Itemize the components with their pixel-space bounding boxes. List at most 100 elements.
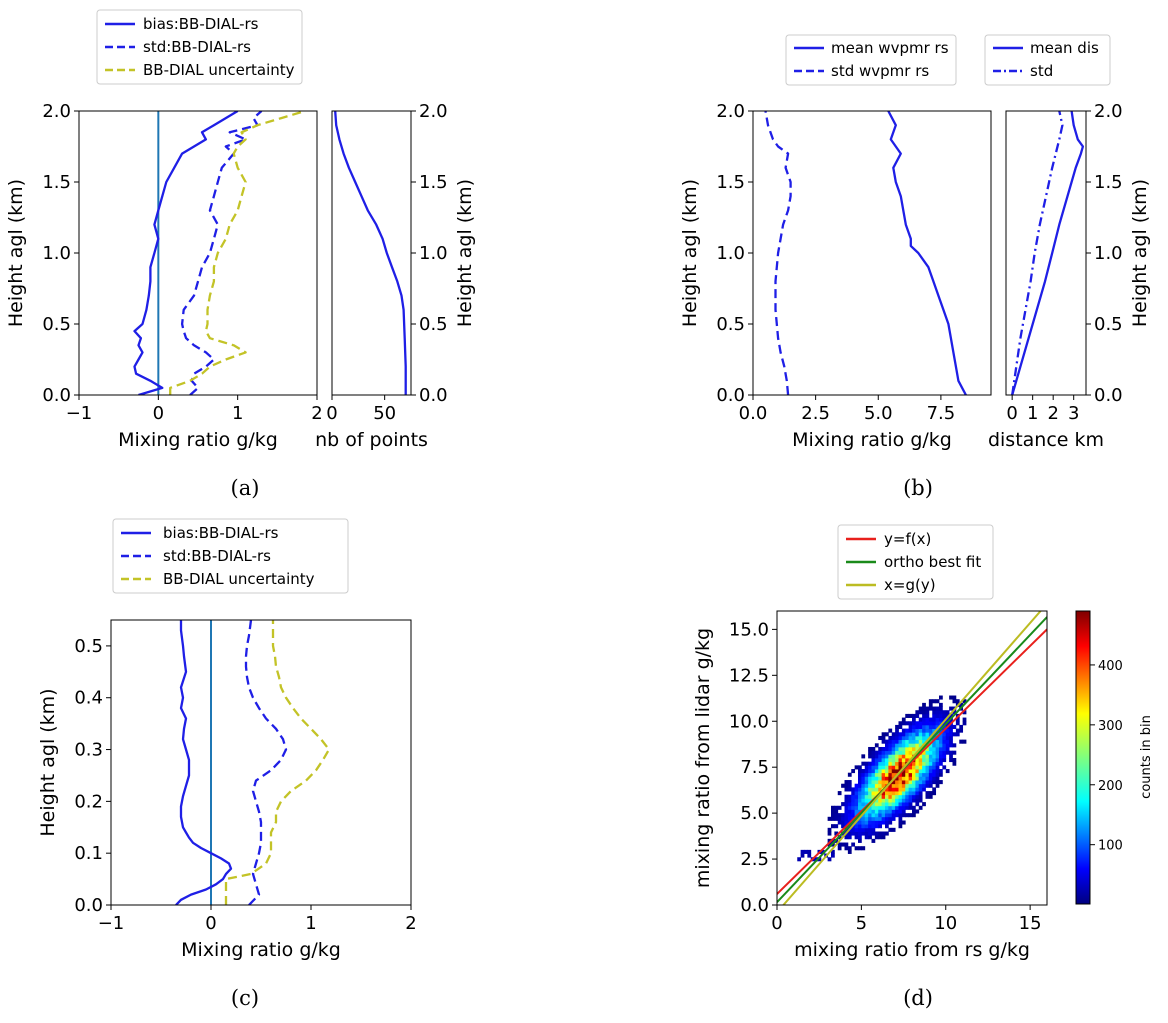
heatmap-cell <box>888 739 893 744</box>
heatmap-cell <box>858 765 862 770</box>
heatmap-cell <box>901 746 906 752</box>
heatmap-cell <box>871 746 876 752</box>
heatmap-cell <box>868 794 872 799</box>
heatmap-cell <box>891 739 896 744</box>
heatmap-cell <box>912 813 916 818</box>
heatmap-cell <box>918 743 923 748</box>
heatmap-cell <box>915 728 920 733</box>
heatmap-cell <box>851 798 856 803</box>
heatmap-cell <box>874 754 879 759</box>
heatmap-cell <box>885 824 889 829</box>
heatmap-cell <box>922 772 926 777</box>
heatmap-cell <box>908 754 913 759</box>
heatmap-cell <box>908 743 913 748</box>
heatmap-cell <box>905 769 910 774</box>
chart-a-count: 0 50 0.0 0.5 1.0 1.5 2.0 nb of points Height agl… <box>315 101 476 451</box>
heatmap-cell <box>922 754 926 759</box>
heatmap-cell <box>945 746 950 752</box>
y-tick-label: 1.0 <box>716 243 745 264</box>
heatmap-cell <box>871 805 876 810</box>
heatmap-cell <box>874 813 879 818</box>
heatmap-cell <box>895 805 899 810</box>
heatmap-cell <box>841 842 845 847</box>
heatmap-cell <box>847 835 852 840</box>
heatmap-cell <box>912 735 916 741</box>
heatmap-cell <box>949 724 953 729</box>
y-tick-label: 1.5 <box>1094 172 1123 193</box>
x-tick-label: 2 <box>1047 403 1058 424</box>
heatmap-cell <box>912 743 916 748</box>
heatmap-cell <box>918 794 923 799</box>
heatmap-cell <box>939 702 943 707</box>
heatmap-cell <box>868 824 872 829</box>
heatmap-cell <box>932 761 937 766</box>
heatmap-cell <box>868 827 872 832</box>
heatmap-cell <box>841 816 845 821</box>
heatmap-cell <box>858 776 862 781</box>
heatmap-cell <box>928 783 933 788</box>
heatmap-cell <box>861 846 866 851</box>
heatmap-cell <box>945 728 950 733</box>
x-tick-label: 1 <box>1027 403 1038 424</box>
y-tick-label: 5.0 <box>740 803 769 824</box>
heatmap-cell <box>885 754 889 759</box>
heatmap-cell <box>935 765 940 770</box>
heatmap-cell <box>922 780 926 785</box>
heatmap-cell <box>891 794 896 799</box>
chart-b-main: 0.0 2.5 5.0 7.5 0.0 0.5 1.0 1.5 2.0 Mixing ratio … <box>679 101 992 451</box>
legend-b-meandis-label: mean dis <box>1030 39 1099 57</box>
heatmap-cell <box>864 761 869 766</box>
heatmap-cell <box>891 769 896 774</box>
heatmap-cell <box>895 754 899 759</box>
heatmap-cell <box>888 761 893 766</box>
heatmap-cell <box>908 769 913 774</box>
chart-c-main: −1 0 1 2 0.0 0.1 0.2 0.3 0.4 0.5 Mixing ratio g/kg… <box>37 619 417 961</box>
heatmap-cell <box>864 802 869 807</box>
heatmap-cell <box>881 739 886 744</box>
heatmap-cell <box>827 857 832 862</box>
heatmap-cell <box>915 743 920 748</box>
heatmap-cell <box>942 721 947 726</box>
heatmap-cell <box>847 816 852 821</box>
heatmap-cell <box>935 706 940 711</box>
heatmap-cell <box>868 761 872 766</box>
heatmap-cell <box>864 769 869 774</box>
heatmap-cell <box>895 769 899 774</box>
heatmap-cell <box>922 702 926 707</box>
heatmap-cell <box>861 780 866 785</box>
axes-frame <box>78 110 318 396</box>
heatmap-cell <box>891 827 896 832</box>
x-tick-label: 0.0 <box>739 403 768 424</box>
heatmap-cell <box>932 713 937 718</box>
heatmap-cell <box>901 783 906 788</box>
x-tick-label: 0 <box>771 913 782 934</box>
heatmap-cell <box>871 772 876 777</box>
heatmap-cell <box>888 798 893 803</box>
heatmap-cell <box>868 783 872 788</box>
colorbar-tick-label: 400 <box>1098 659 1123 674</box>
heatmap-cell <box>908 732 913 737</box>
legend-c-std-label: std:BB-DIAL-rs <box>163 547 271 565</box>
heatmap-cell <box>881 798 886 803</box>
y-tick-label: 0.1 <box>74 843 103 864</box>
heatmap-cell <box>895 739 899 744</box>
heatmap-cell <box>918 721 923 726</box>
heatmap-cell <box>928 776 933 781</box>
legend-b-dist: mean dis std <box>984 34 1111 86</box>
heatmap-cell <box>885 780 889 785</box>
heatmap-cell <box>915 783 920 788</box>
y-tick-label: 7.5 <box>740 757 769 778</box>
heatmap-cell <box>878 835 883 840</box>
heatmap-cell <box>851 769 856 774</box>
heatmap-cell <box>939 728 943 733</box>
heatmap-cell <box>935 699 940 704</box>
heatmap-cell <box>952 724 957 729</box>
heatmap-cell <box>858 783 862 788</box>
heatmap-cell <box>935 710 940 715</box>
heatmap-cell <box>837 842 842 847</box>
heatmap-cell <box>952 710 957 715</box>
heatmap-cell <box>949 695 953 700</box>
heatmap-cell <box>915 724 920 729</box>
heatmap-cell <box>844 783 849 788</box>
heatmap-cell <box>861 769 866 774</box>
